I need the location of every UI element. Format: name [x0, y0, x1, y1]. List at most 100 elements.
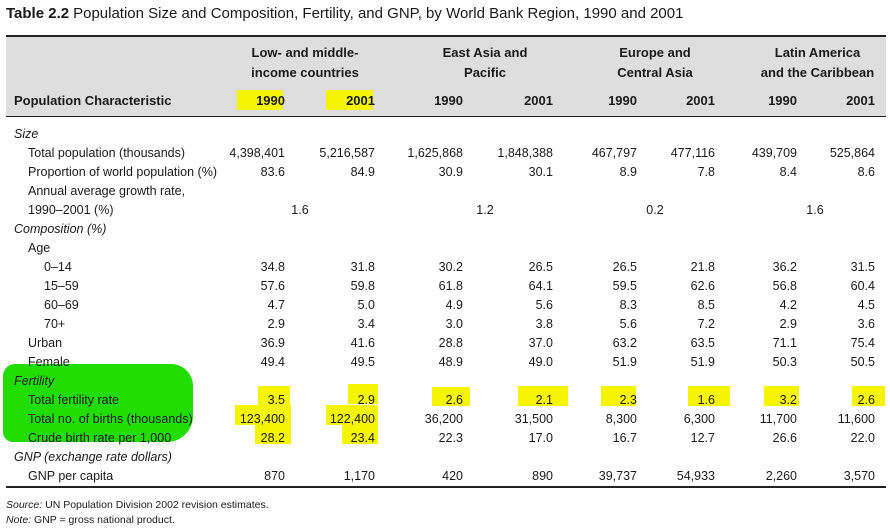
year-header: 2001 [524, 93, 553, 108]
table-cell: 11,700 [759, 412, 797, 426]
table-cell: 60.4 [850, 279, 875, 293]
table-cell: 3,570 [843, 469, 875, 483]
table-row: Size [0, 125, 890, 144]
table-cell: 1.6 [697, 393, 715, 407]
top-rule [6, 35, 886, 37]
table-cell: 48.9 [438, 355, 463, 369]
abbreviation-note: Note: GNP = gross national product. [6, 514, 175, 526]
table-cell: 23.4 [350, 431, 375, 445]
table-cell: 59.8 [350, 279, 375, 293]
source-text: UN Population Division 2002 revision est… [45, 499, 269, 511]
highlight-cell [764, 386, 799, 406]
table-cell: 870 [264, 469, 285, 483]
table-cell: 122,400 [329, 412, 375, 426]
section-heading: Composition (%) [14, 222, 107, 236]
table-cell: 12.7 [690, 431, 715, 445]
year-header: 2001 [346, 93, 375, 108]
table-row: Proportion of world population (%) 83.6 84… [0, 163, 890, 182]
table-cell: 31.8 [350, 260, 375, 274]
table-cell: 7.8 [697, 165, 715, 179]
row-label: Urban [28, 336, 63, 350]
table-cell: 41.6 [350, 336, 375, 350]
column-group-line: Pacific [464, 65, 506, 80]
table-cell: 51.9 [690, 355, 715, 369]
table-cell: 2,260 [765, 469, 797, 483]
table-row: Total population (thousands) 4,398,401 5,2… [0, 144, 890, 163]
source-note: Source: UN Population Division 2002 revi… [6, 499, 269, 511]
highlight-cell [235, 405, 291, 425]
table-cell: 49.5 [350, 355, 375, 369]
row-label: Proportion of world population (%) [28, 165, 217, 179]
table-row: Total fertility rate 3.5 2.9 2.6 2.1 2.3 1.6 3.… [0, 391, 890, 410]
table-cell: 61.8 [438, 279, 463, 293]
table-cell: 4,398,401 [229, 146, 285, 160]
table-cell: 123,400 [239, 412, 285, 426]
table-cell: 39,737 [598, 469, 637, 483]
header-background [6, 37, 886, 116]
source-label: Source: [6, 499, 43, 511]
table-cell: 49.0 [528, 355, 553, 369]
table-cell: 50.5 [850, 355, 875, 369]
table-cell: 8.9 [619, 165, 637, 179]
table-cell: 8,300 [605, 412, 637, 426]
table-cell: 4.7 [267, 298, 285, 312]
table-row: 70+ 2.9 3.4 3.0 3.8 5.6 7.2 2.9 3.6 [0, 315, 890, 334]
highlight-cell [518, 386, 568, 406]
column-group-line: Europe and [619, 45, 691, 60]
column-group-line: Latin America [774, 45, 861, 60]
table-cell: 30.2 [438, 260, 463, 274]
table-cell: 36,200 [424, 412, 463, 426]
note-text: GNP = gross national product. [34, 514, 175, 526]
row-label: GNP per capita [28, 469, 114, 483]
table-cell: 63.5 [690, 336, 715, 350]
table-cell: 30.9 [438, 165, 463, 179]
table-cell: 26.5 [612, 260, 637, 274]
table-cell: 2.6 [857, 393, 875, 407]
column-group-header: East Asia and Pacific [405, 43, 565, 83]
table-cell: 3.5 [267, 393, 285, 407]
table-cell: 439,709 [751, 146, 797, 160]
table-cell: 8.4 [779, 165, 797, 179]
table-cell: 2.9 [267, 317, 285, 331]
year-header: 1990 [768, 93, 797, 108]
highlight-year-1990 [237, 90, 283, 110]
table-cell: 64.1 [528, 279, 553, 293]
row-label: Age [28, 241, 51, 255]
table-cell: 31,500 [514, 412, 553, 426]
table-cell: 2.9 [779, 317, 797, 331]
table-cell: 51.9 [612, 355, 637, 369]
row-label: 60–69 [44, 298, 79, 312]
table-cell: 50.3 [772, 355, 797, 369]
table-cell: 3.6 [857, 317, 875, 331]
year-header: 2001 [846, 93, 875, 108]
table-cell: 22.0 [850, 431, 875, 445]
row-label: Total fertility rate [28, 393, 120, 407]
table-cell: 21.8 [690, 260, 715, 274]
table-row: GNP per capita 870 1,170 420 890 39,737 54,933… [0, 467, 890, 486]
table-cell: 4.5 [857, 298, 875, 312]
highlight-cell [258, 386, 290, 406]
table-cell: 1,170 [343, 469, 375, 483]
table-cell: 4.9 [445, 298, 463, 312]
column-group-line: East Asia and [442, 45, 528, 60]
year-header: 1990 [434, 93, 463, 108]
table-cell: 2.1 [535, 393, 553, 407]
column-group-line: income countries [251, 65, 359, 80]
highlight-cell [348, 384, 378, 404]
year-header: 2001 [686, 93, 715, 108]
table-cell: 5.6 [619, 317, 637, 331]
table-cell: 54,933 [676, 469, 715, 483]
table-cell: 36.9 [260, 336, 285, 350]
table-caption: Population Size and Composition, Fertili… [73, 5, 684, 22]
table-cell: 477,116 [670, 146, 715, 160]
row-label: Crude birth rate per 1,000 [28, 431, 172, 445]
table-cell-span: 0.2 [646, 203, 664, 217]
row-header-label: Population Characteristic [14, 93, 172, 108]
column-group-line: Low- and middle- [251, 45, 359, 60]
table-cell: 7.2 [697, 317, 715, 331]
table-cell: 3.8 [535, 317, 553, 331]
table-cell: 2.6 [445, 393, 463, 407]
table-cell: 8.3 [619, 298, 637, 312]
table-row: Age [0, 239, 890, 258]
row-label: 15–59 [44, 279, 79, 293]
